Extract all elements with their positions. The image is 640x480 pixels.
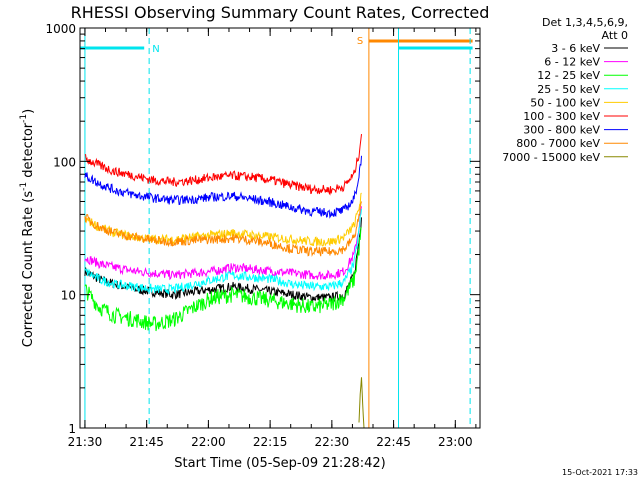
series-line-2 bbox=[84, 226, 362, 332]
x-tick-label-1: 21:45 bbox=[129, 435, 164, 449]
legend-header-line2: Att 0 bbox=[602, 29, 628, 42]
legend-label-7: 800 - 7000 keV bbox=[516, 137, 600, 150]
series-line-4 bbox=[84, 192, 362, 248]
y-axis-label: Corrected Count Rate (s-1 detector-1) bbox=[19, 109, 36, 347]
ylabel-mid: detector bbox=[21, 122, 36, 182]
legend-label-2: 12 - 25 keV bbox=[537, 69, 600, 82]
svg-text:Corrected Count Rate (s-1 dete: Corrected Count Rate (s-1 detector-1) bbox=[19, 109, 36, 347]
x-tick-label-4: 22:30 bbox=[315, 435, 350, 449]
x-tick-label-0: 21:30 bbox=[68, 435, 103, 449]
legend-label-3: 25 - 50 keV bbox=[537, 83, 600, 96]
series-line-8 bbox=[358, 377, 365, 429]
x-tick-label-2: 22:00 bbox=[191, 435, 226, 449]
flag-label-N: N bbox=[152, 44, 159, 55]
x-tick-label-5: 22:45 bbox=[376, 435, 411, 449]
series-line-3 bbox=[84, 208, 362, 295]
series-line-6 bbox=[84, 155, 362, 219]
y-tick-label-0: 1 bbox=[68, 422, 76, 436]
legend-label-5: 100 - 300 keV bbox=[523, 110, 600, 123]
series-line-7 bbox=[84, 201, 362, 257]
legend-header-line1: Det 1,3,4,5,6,9, bbox=[542, 16, 628, 29]
y-tick-label-2: 100 bbox=[53, 155, 76, 169]
footer-timestamp: 15-Oct-2021 17:33 bbox=[562, 468, 638, 477]
ylabel-sup1: -1 bbox=[19, 182, 29, 191]
y-tick-label-3: 1000 bbox=[45, 22, 76, 36]
ylabel-sup2: -1 bbox=[19, 114, 29, 123]
x-tick-label-3: 22:15 bbox=[253, 435, 288, 449]
legend-label-8: 7000 - 15000 keV bbox=[502, 151, 600, 164]
plot-frame bbox=[79, 27, 481, 429]
chart-title: RHESSI Observing Summary Count Rates, Co… bbox=[71, 3, 490, 22]
legend-label-1: 6 - 12 keV bbox=[544, 56, 600, 69]
y-tick-label-1: 10 bbox=[61, 289, 76, 303]
x-axis-label: Start Time (05-Sep-09 21:28:42) bbox=[174, 456, 385, 471]
ylabel-end: ) bbox=[21, 109, 36, 114]
legend-label-0: 3 - 6 keV bbox=[551, 42, 600, 55]
ylabel-main: Corrected Count Rate (s bbox=[21, 191, 36, 348]
legend-label-4: 50 - 100 keV bbox=[530, 96, 600, 109]
flag-label-S: S bbox=[357, 36, 363, 47]
series-line-5 bbox=[84, 134, 362, 196]
series-line-1 bbox=[84, 206, 362, 281]
legend-label-6: 300 - 800 keV bbox=[523, 124, 600, 137]
x-tick-label-6: 23:00 bbox=[438, 435, 473, 449]
